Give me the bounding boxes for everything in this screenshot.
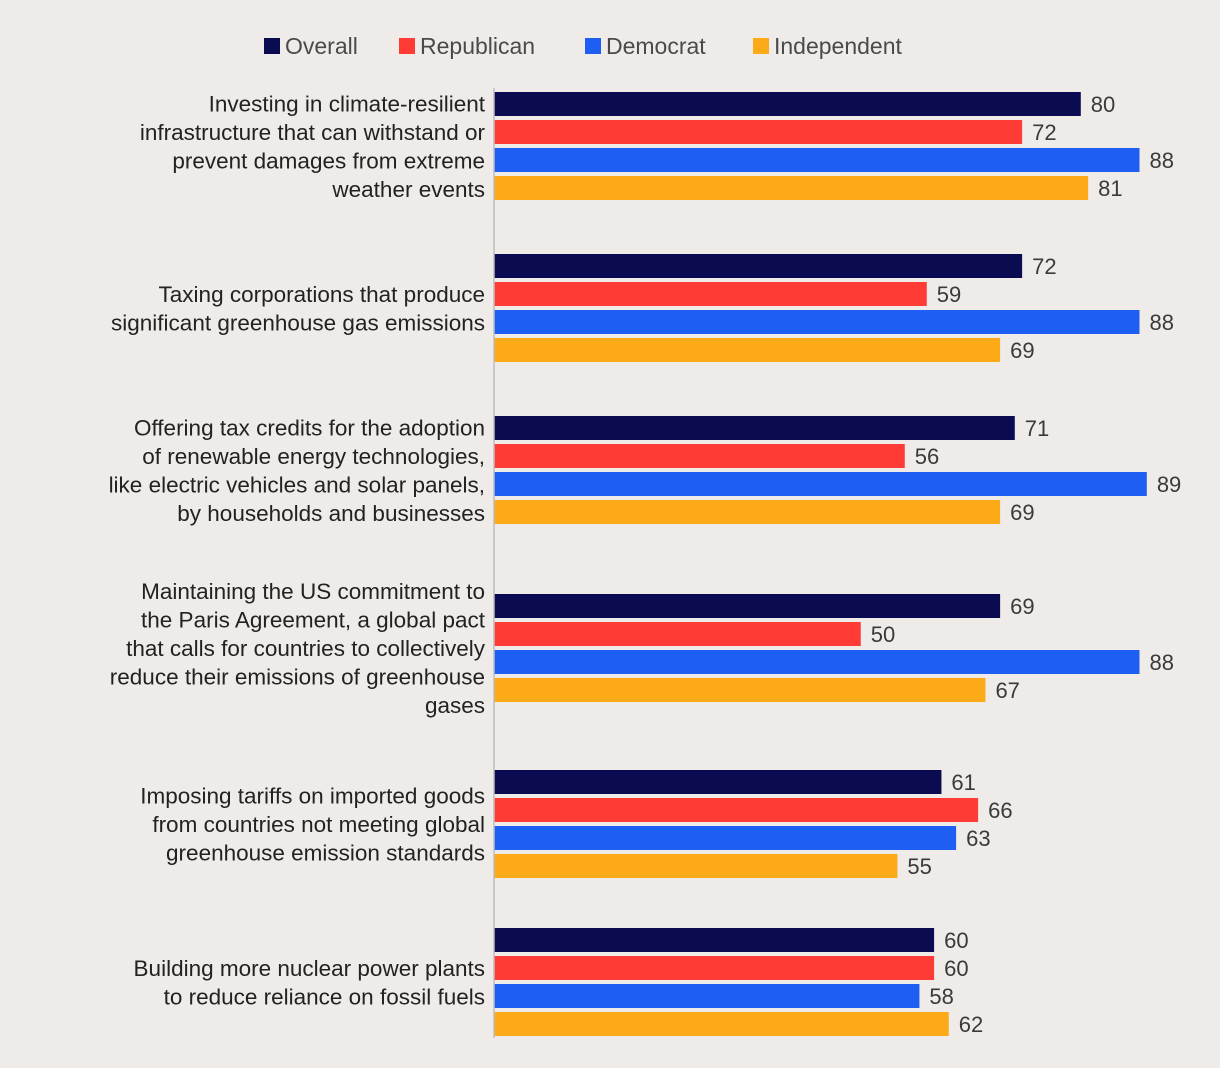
category-label-line: of renewable energy technologies, [142,444,485,469]
data-label-overall: 80 [1091,92,1115,117]
legend-swatch-overall [264,38,280,54]
category-label-line: significant greenhouse gas emissions [111,310,485,335]
legend-label-republican: Republican [420,33,535,59]
data-label-overall: 71 [1025,416,1049,441]
category-group-5: Imposing tariffs on imported goods from c… [140,770,1013,879]
bar-republican [494,282,927,306]
category-label-line: to reduce reliance on fossil fuels [164,984,485,1009]
data-label-independent: 67 [995,678,1019,703]
category-label-line: Offering tax credits for the adoption [134,415,485,440]
data-label-independent: 69 [1010,338,1034,363]
category-label-line: Maintaining the US commitment to [141,579,485,604]
bar-overall [494,92,1081,116]
category-label-line: Taxing corporations that produce [159,282,485,307]
bar-republican [494,444,905,468]
data-label-overall: 69 [1010,594,1034,619]
category-group-3: Offering tax credits for the adoption of … [109,415,1182,526]
chart-legend: Overall Republican Democrat Independent [264,33,903,59]
data-label-republican: 56 [915,444,939,469]
bar-independent [494,1012,949,1036]
bar-independent [494,854,898,878]
chart-plot-area: Investing in climate-resilient infrastruc… [109,91,1182,1037]
category-label-line: the Paris Agreement, a global pact [141,608,486,633]
data-label-democrat: 63 [966,826,990,851]
legend-swatch-independent [753,38,769,54]
legend-label-overall: Overall [285,33,358,59]
legend-label-independent: Independent [774,33,903,59]
data-label-independent: 62 [959,1012,983,1037]
category-label-line: from countries not meeting global [152,812,485,837]
bar-overall [494,928,935,952]
legend-swatch-democrat [585,38,601,54]
data-label-independent: 81 [1098,176,1122,201]
category-label: Investing in climate-resilient infrastruc… [140,91,486,202]
bar-republican [494,798,979,822]
category-group-4: Maintaining the US commitment to the Pari… [110,579,1174,718]
bar-republican [494,120,1023,144]
bar-democrat [494,650,1140,674]
bar-democrat [494,826,957,850]
bar-independent [494,176,1089,200]
legend-label-democrat: Democrat [606,33,706,59]
category-label-line: prevent damages from extreme [172,148,485,173]
category-label: Maintaining the US commitment to the Pari… [110,579,486,718]
bar-overall [494,594,1001,618]
data-label-republican: 59 [937,282,961,307]
category-label-line: by households and businesses [177,501,485,526]
bar-democrat [494,148,1140,172]
bar-independent [494,678,986,702]
bar-independent [494,500,1001,524]
data-label-republican: 72 [1032,120,1056,145]
category-label-line: Imposing tariffs on imported goods [140,784,485,809]
data-label-democrat: 88 [1149,148,1173,173]
bar-republican [494,956,935,980]
category-label: Building more nuclear power plants to red… [134,956,485,1010]
data-label-democrat: 88 [1149,310,1173,335]
category-label-line: greenhouse emission standards [166,841,485,866]
data-label-overall: 61 [951,770,975,795]
category-label-line: Building more nuclear power plants [134,956,485,981]
category-label-line: like electric vehicles and solar panels, [109,472,485,497]
data-label-independent: 69 [1010,500,1034,525]
data-label-overall: 72 [1032,254,1056,279]
legend-swatch-republican [399,38,415,54]
category-label-line: Investing in climate-resilient [209,91,486,116]
bar-democrat [494,310,1140,334]
bar-democrat [494,984,920,1008]
category-label: Imposing tariffs on imported goods from c… [140,784,485,866]
category-label: Taxing corporations that produce signific… [111,282,485,336]
bar-independent [494,338,1001,362]
data-label-overall: 60 [944,928,968,953]
data-label-democrat: 58 [929,984,953,1009]
data-label-republican: 66 [988,798,1012,823]
bar-democrat [494,472,1147,496]
category-group-1: Investing in climate-resilient infrastruc… [140,91,1174,202]
data-label-republican: 50 [871,622,895,647]
data-label-democrat: 89 [1157,472,1181,497]
category-label: Offering tax credits for the adoption of … [109,415,485,526]
category-label-line: that calls for countries to collectively [126,636,486,661]
bar-republican [494,622,861,646]
bar-overall [494,770,942,794]
data-label-democrat: 88 [1149,650,1173,675]
data-label-independent: 55 [907,854,931,879]
category-label-line: infrastructure that can withstand or [140,120,486,145]
category-label-line: gases [425,693,485,718]
category-group-6: Building more nuclear power plants to red… [134,928,983,1037]
bar-overall [494,416,1015,440]
category-label-line: weather events [331,177,485,202]
bar-overall [494,254,1023,278]
category-group-2: Taxing corporations that produce signific… [111,254,1174,363]
data-label-republican: 60 [944,956,968,981]
category-label-line: reduce their emissions of greenhouse [110,665,485,690]
